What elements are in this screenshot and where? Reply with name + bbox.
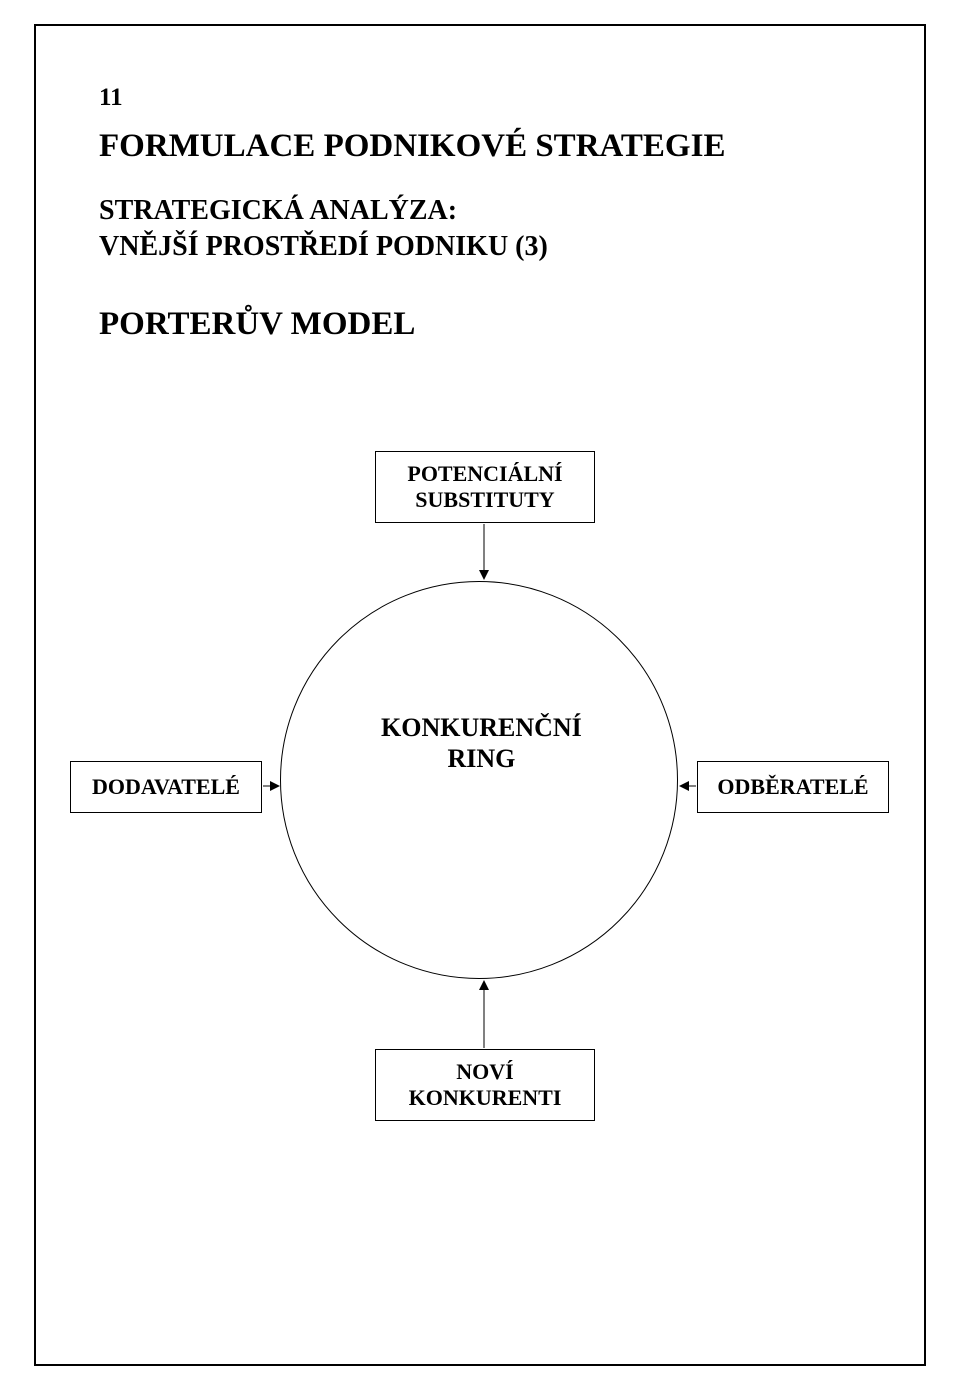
section-heading: PORTERŮV MODEL (99, 306, 415, 343)
node-bottom: NOVÍ KONKURENTI (375, 1049, 595, 1121)
center-circle-label-line-1: KONKURENČNÍ (381, 713, 582, 742)
page-title: FORMULACE PODNIKOVÉ STRATEGIE (99, 128, 725, 165)
node-top: POTENCIÁLNÍ SUBSTITUTY (375, 451, 595, 523)
node-right-line-1: ODBĚRATELÉ (717, 774, 868, 800)
page-number: 11 (99, 84, 123, 112)
center-circle-label: KONKURENČNÍ RING (381, 712, 582, 774)
node-left: DODAVATELÉ (70, 761, 262, 813)
node-top-line-2: SUBSTITUTY (415, 487, 554, 513)
center-circle (280, 581, 678, 979)
node-right: ODBĚRATELÉ (697, 761, 889, 813)
subtitle-line-2: VNĚJŠÍ PROSTŘEDÍ PODNIKU (3) (99, 231, 548, 263)
node-top-line-1: POTENCIÁLNÍ (407, 461, 562, 487)
subtitle-line-1: STRATEGICKÁ ANALÝZA: (99, 195, 457, 227)
center-circle-label-line-2: RING (447, 744, 515, 773)
node-bottom-line-2: KONKURENTI (409, 1085, 562, 1111)
node-bottom-line-1: NOVÍ (456, 1059, 513, 1085)
node-left-line-1: DODAVATELÉ (92, 774, 240, 800)
